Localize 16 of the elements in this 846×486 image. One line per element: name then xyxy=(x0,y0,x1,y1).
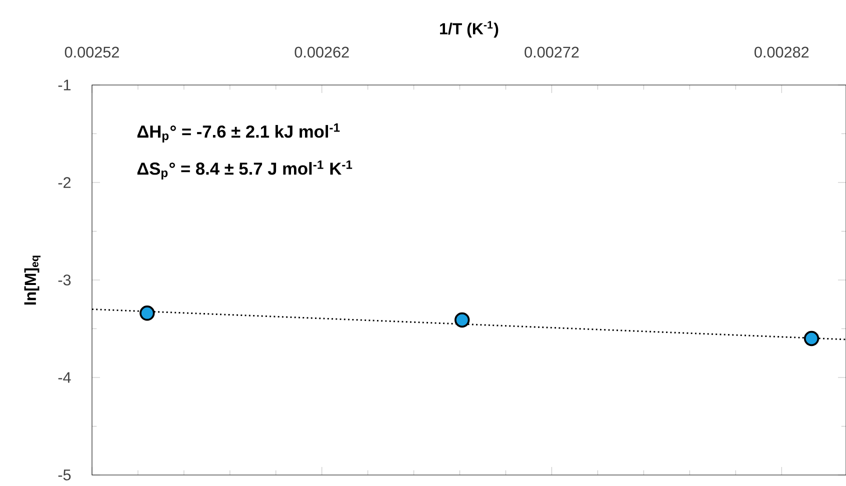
annotation: ΔH$_{p}$° = -7.6 ± 2.1 kJ mol$^{-1}$ xyxy=(137,123,340,142)
annotation: ΔS$_{p}$° = 8.4 ± 5.7 J mol$^{-1}$ K$^{-1}$ xyxy=(137,160,352,180)
x-tick-label: 0.00252 xyxy=(64,46,119,58)
x-axis-title: 1/T (K$^{-1}$) xyxy=(440,21,498,38)
point xyxy=(804,330,820,346)
point xyxy=(140,306,155,321)
y-tick-label: -2 xyxy=(58,177,71,188)
x-tick-label: 0.00262 xyxy=(294,46,349,58)
y-tick-label: -3 xyxy=(58,274,71,286)
x-tick-label: 0.00282 xyxy=(754,46,809,58)
point xyxy=(454,312,470,328)
y-tick-label: -1 xyxy=(58,80,71,90)
y-axis-title: ln[M]$_{eq}$ xyxy=(24,256,41,305)
y-tick-label: -4 xyxy=(58,372,71,383)
y-tick-label: -5 xyxy=(58,470,71,480)
x-tick-label: 0.00272 xyxy=(524,46,579,58)
